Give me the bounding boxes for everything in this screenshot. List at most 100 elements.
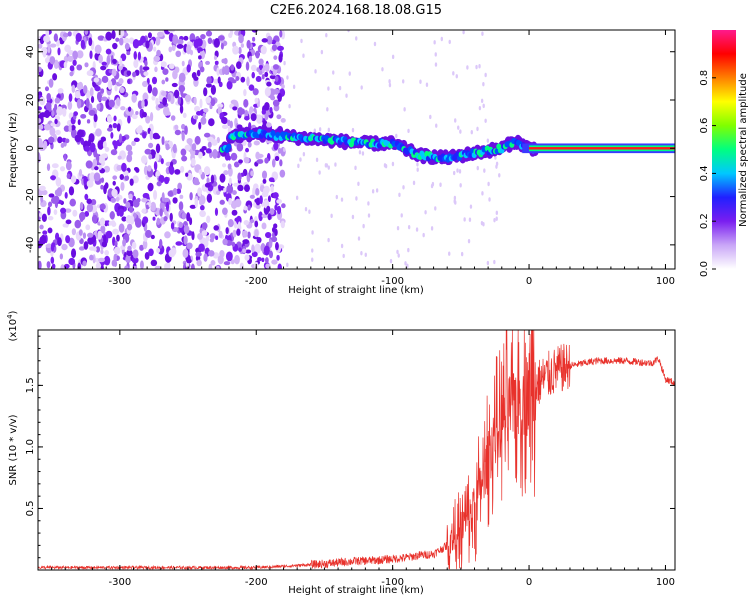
noise-cell [125, 144, 133, 152]
sparse-cell [347, 30, 350, 33]
noise-cell [223, 57, 228, 65]
noise-cell [178, 201, 184, 211]
noise-cell [101, 75, 109, 84]
sparse-cell [422, 232, 425, 238]
noise-cell [203, 253, 208, 262]
noise-cell [70, 175, 77, 184]
sparse-cell [467, 238, 471, 244]
noise-cell [165, 77, 169, 82]
colorbar: 0.0 0.2 0.4 0.6 0.8 Normalized spectral ampl… [699, 30, 749, 277]
sparse-cell [283, 60, 286, 66]
sparse-cell [407, 128, 410, 134]
noise-cell [156, 217, 161, 226]
noise-cell [69, 198, 76, 207]
noise-cell [165, 143, 170, 151]
sparse-cell [355, 36, 358, 41]
noise-cell [167, 190, 174, 197]
noise-cell [263, 245, 270, 256]
noise-cell [56, 106, 64, 116]
noise-cell [153, 189, 158, 200]
sparse-cell [419, 79, 422, 84]
noise-cell [156, 181, 162, 187]
noise-cell [112, 58, 117, 65]
noise-cell [84, 145, 91, 152]
noise-cell [86, 198, 92, 205]
colorbar-tick-label: 0.8 [699, 70, 710, 86]
noise-cell [67, 55, 74, 62]
noise-cell [174, 124, 179, 130]
sparse-cell [299, 157, 302, 162]
noise-cell [105, 98, 110, 109]
noise-cell [53, 59, 59, 70]
y-tick-label: -40 [25, 237, 36, 253]
noise-cell [230, 99, 238, 105]
noise-cell [144, 60, 148, 67]
noise-cell [79, 202, 84, 210]
noise-cell [163, 176, 170, 185]
sparse-cell [327, 237, 330, 243]
noise-cell [205, 96, 212, 104]
sparse-cell [295, 195, 299, 201]
noise-cell [100, 225, 106, 234]
noise-cell [39, 96, 46, 106]
noise-cell [105, 31, 113, 41]
sparse-cell [459, 183, 462, 188]
noise-cell [258, 211, 263, 222]
noise-cell [152, 87, 158, 97]
noise-cell [39, 36, 45, 45]
noise-cell [180, 165, 185, 173]
noise-cell [139, 260, 144, 269]
sparse-cell [318, 170, 321, 175]
noise-cell [244, 184, 250, 192]
noise-cell [142, 66, 150, 71]
noise-cell [217, 35, 225, 41]
sparse-cell [360, 251, 363, 256]
noise-cell [227, 219, 234, 228]
noise-cell [243, 205, 248, 211]
x-tick-label: -200 [245, 276, 268, 287]
colorbar-tick-label: 0.0 [699, 261, 710, 277]
noise-cell [80, 113, 87, 119]
noise-cell [197, 187, 203, 197]
noise-cell [92, 158, 97, 167]
noise-cell [121, 216, 127, 222]
noise-cell [155, 152, 160, 162]
noise-cell [78, 246, 85, 251]
noise-cell [46, 261, 51, 269]
noise-cell [126, 249, 133, 257]
colorbar-tick-label: 0.4 [699, 165, 710, 181]
sparse-cell [345, 93, 348, 98]
noise-cell [269, 106, 273, 114]
noise-cell [161, 79, 166, 85]
noise-cell [72, 50, 78, 60]
noise-cell [50, 175, 57, 181]
sparse-cell [367, 213, 371, 218]
noise-cell [210, 98, 216, 107]
noise-cell [161, 136, 165, 146]
noise-cell [261, 257, 265, 263]
sparse-cell [454, 118, 457, 123]
noise-cell [234, 198, 242, 208]
noise-cell [82, 232, 87, 239]
noise-cell [101, 96, 108, 102]
noise-cell [112, 180, 116, 186]
noise-cell [252, 88, 259, 96]
noise-cell [63, 61, 68, 69]
noise-cell [186, 258, 192, 264]
noise-cell [200, 33, 206, 40]
noise-cell [160, 90, 167, 97]
noise-cell [262, 178, 267, 184]
noise-cell [243, 219, 249, 226]
colorbar-tick-label: 0.2 [699, 213, 710, 229]
noise-cell [56, 187, 63, 197]
noise-cell [143, 71, 149, 77]
noise-cell [67, 101, 73, 110]
noise-cell [280, 118, 286, 123]
sparse-cell [357, 181, 360, 187]
sparse-cell [357, 236, 361, 241]
noise-cell [276, 199, 283, 204]
noise-cell [276, 254, 280, 261]
noise-cell [280, 220, 286, 229]
noise-cell [159, 208, 163, 217]
noise-cell [276, 114, 282, 120]
